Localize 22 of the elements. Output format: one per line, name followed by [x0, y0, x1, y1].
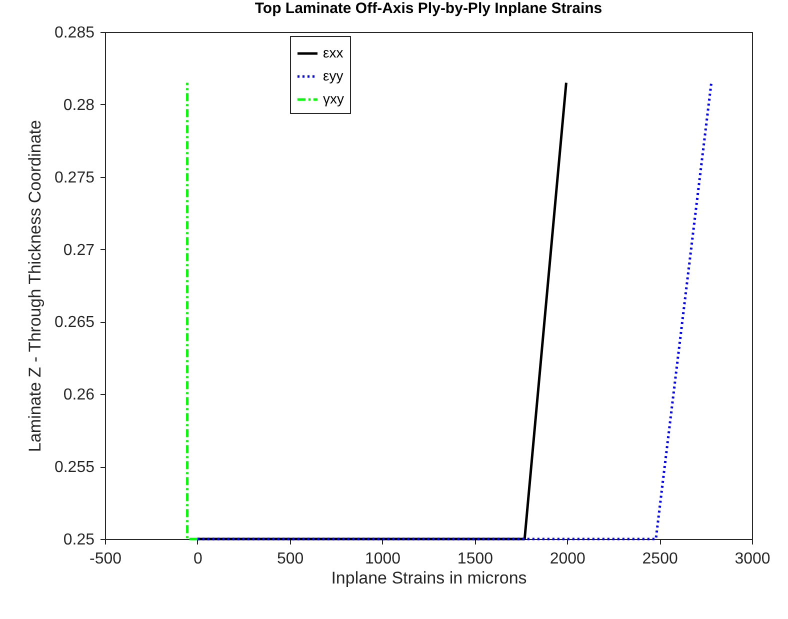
y-tick-label: 0.25 — [63, 532, 95, 548]
y-tick-label: 0.26 — [63, 386, 95, 404]
x-tick-label: 3000 — [734, 550, 770, 568]
x-tick-label: 1000 — [364, 550, 401, 568]
legend-label: εyy — [323, 68, 344, 84]
chart-title: Top Laminate Off-Axis Ply-by-Ply Inplane Strains — [254, 0, 602, 17]
y-axis-title: Laminate Z - Through Thickness Coordinate — [25, 120, 44, 452]
y-tick-label: 0.265 — [54, 314, 95, 332]
x-tick-label: -500 — [89, 550, 122, 568]
x-tick-label: 500 — [277, 550, 304, 568]
x-tick-label: 1500 — [457, 550, 494, 568]
y-tick-label: 0.275 — [54, 169, 95, 186]
y-tick-label: 0.255 — [54, 459, 95, 476]
y-tick-label: 0.28 — [63, 96, 95, 114]
x-tick-label: 0 — [193, 550, 202, 568]
x-tick-label: 2000 — [550, 550, 586, 568]
y-tick-label: 0.27 — [63, 242, 95, 259]
legend-label: γxy — [323, 90, 344, 106]
legend-label: εxx — [323, 44, 344, 60]
x-axis-title: Inplane Strains in microns — [331, 568, 527, 588]
y-tick-label: 0.285 — [54, 24, 95, 42]
x-tick-label: 2500 — [642, 550, 678, 568]
